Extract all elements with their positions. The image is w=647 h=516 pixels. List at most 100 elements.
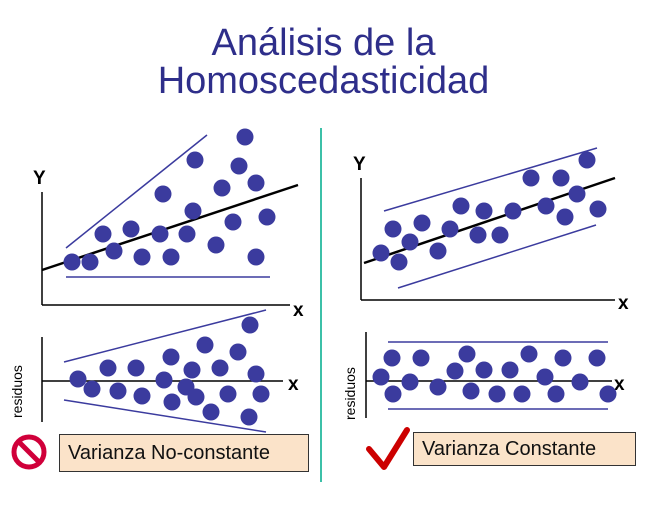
left-res-dot [69, 370, 87, 388]
right-res-dot [384, 385, 402, 403]
right-dot [556, 208, 574, 226]
left-dot [94, 225, 112, 243]
left-residual-envelope-lower [63, 399, 267, 433]
left-res-dot [247, 365, 265, 383]
left-dot [258, 208, 276, 226]
left-residual-y-label: residuos [9, 365, 25, 418]
right-dot [372, 244, 390, 262]
left-res-dot [127, 359, 145, 377]
right-dot [537, 197, 555, 215]
left-res-dot [83, 380, 101, 398]
right-dot [452, 197, 470, 215]
right-dot [390, 253, 408, 271]
left-res-dot [133, 387, 151, 405]
right-scatter-dots [372, 151, 607, 271]
left-scatter-y-label: Y [33, 168, 46, 189]
left-dot [63, 253, 81, 271]
left-residual-x-label: x [288, 374, 299, 395]
right-dot [384, 220, 402, 238]
left-dot [178, 225, 196, 243]
right-envelope-lower [397, 224, 597, 289]
right-dot [522, 169, 540, 187]
right-res-dot [401, 373, 419, 391]
left-dot [213, 179, 231, 197]
right-residual-dots [372, 345, 617, 403]
left-res-dot [196, 336, 214, 354]
left-res-dot [183, 361, 201, 379]
right-res-dot [429, 378, 447, 396]
right-res-dot [462, 382, 480, 400]
right-dot [413, 214, 431, 232]
right-residual-x-label: x [614, 374, 625, 395]
caption-non-constant-variance: Varianza No-constante [59, 434, 309, 472]
title-line-1: Análisis de la [211, 22, 436, 64]
left-scatter-dots [63, 128, 276, 271]
left-dot [230, 157, 248, 175]
left-res-dot [99, 359, 117, 377]
left-dot [154, 185, 172, 203]
left-res-dot [162, 348, 180, 366]
right-res-dot [383, 349, 401, 367]
right-res-dot [536, 368, 554, 386]
left-res-dot [229, 343, 247, 361]
left-dot [247, 248, 265, 266]
right-dot [552, 169, 570, 187]
right-res-dot [501, 361, 519, 379]
right-dot [589, 200, 607, 218]
left-res-dot [109, 382, 127, 400]
left-res-dot [155, 371, 173, 389]
left-dot [162, 248, 180, 266]
title-line-2: Homoscedasticidad [157, 60, 490, 102]
left-dot [184, 202, 202, 220]
right-res-dot [599, 385, 617, 403]
right-dot [504, 202, 522, 220]
left-res-dot [241, 316, 259, 334]
right-dot [475, 202, 493, 220]
left-dot [236, 128, 254, 146]
left-res-dot [219, 385, 237, 403]
left-scatter-plot: Y x [33, 128, 304, 321]
left-res-dot [202, 403, 220, 421]
left-dot [81, 253, 99, 271]
left-res-dot [240, 408, 258, 426]
prohibited-icon [11, 434, 47, 470]
left-dot [122, 220, 140, 238]
left-dot [151, 225, 169, 243]
right-res-dot [458, 345, 476, 363]
right-res-dot [520, 345, 538, 363]
left-res-dot [211, 359, 229, 377]
left-res-dot [187, 388, 205, 406]
right-dot [469, 226, 487, 244]
right-res-dot [554, 349, 572, 367]
left-residual-dots [69, 316, 270, 426]
right-dot [578, 151, 596, 169]
checkmark-icon [366, 427, 410, 470]
left-dot [207, 236, 225, 254]
right-scatter-y-label: Y [353, 154, 366, 175]
right-res-dot [547, 385, 565, 403]
left-dot [224, 213, 242, 231]
right-scatter-x-label: x [618, 293, 629, 314]
left-res-dot [163, 393, 181, 411]
left-residual-envelope-upper [63, 309, 267, 363]
right-dot [429, 242, 447, 260]
left-dot [133, 248, 151, 266]
right-dot [568, 185, 586, 203]
left-dot [105, 242, 123, 260]
right-dot [441, 220, 459, 238]
right-dot [491, 226, 509, 244]
right-dot [401, 233, 419, 251]
right-residual-plot: x residuos [342, 332, 625, 420]
right-residual-y-label: residuos [342, 367, 358, 420]
left-res-dot [252, 385, 270, 403]
caption-constant-variance: Varianza Constante [413, 432, 636, 466]
right-res-dot [372, 368, 390, 386]
right-res-dot [513, 385, 531, 403]
left-residual-plot: x residuos [9, 309, 299, 433]
right-res-dot [446, 362, 464, 380]
right-res-dot [488, 385, 506, 403]
right-res-dot [588, 349, 606, 367]
right-scatter-plot: Y x [353, 147, 629, 314]
left-dot [247, 174, 265, 192]
